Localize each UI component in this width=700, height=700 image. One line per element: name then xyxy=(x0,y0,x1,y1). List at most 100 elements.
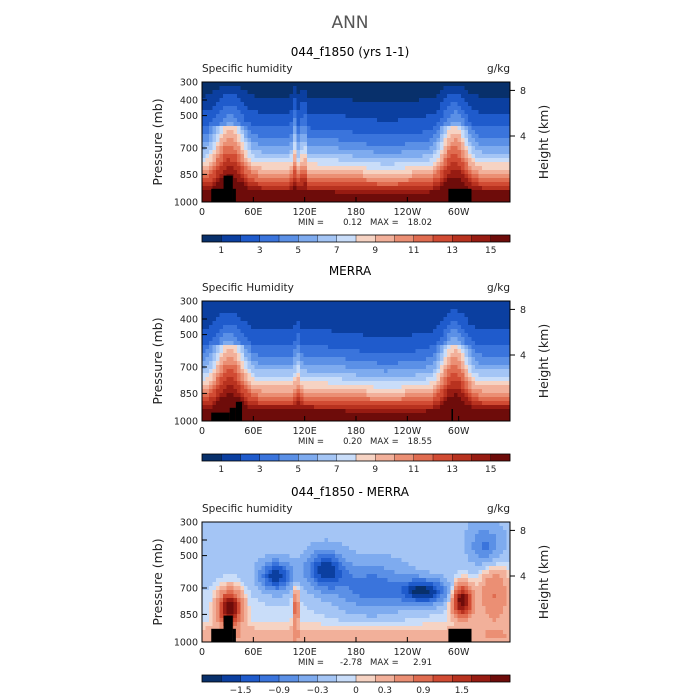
field-cell xyxy=(370,381,374,386)
field-cell xyxy=(419,90,423,95)
field-cell xyxy=(408,98,413,103)
field-cell xyxy=(300,345,304,350)
field-cell xyxy=(496,122,500,127)
field-cell xyxy=(398,102,402,107)
field-cell xyxy=(415,106,420,111)
field-cell xyxy=(251,146,255,151)
field-cell xyxy=(394,162,399,167)
field-cell xyxy=(499,130,504,135)
field-cell xyxy=(398,158,402,163)
field-cell xyxy=(443,357,448,362)
field-cell xyxy=(443,393,448,398)
field-cell xyxy=(471,166,476,171)
field-cell xyxy=(461,102,465,107)
field-cell xyxy=(377,369,381,374)
field-cell xyxy=(244,309,248,314)
units-label: g/kg xyxy=(487,282,510,294)
field-cell xyxy=(415,162,420,167)
field-cell xyxy=(293,186,297,191)
field-cell xyxy=(233,393,238,398)
field-cell xyxy=(377,321,381,326)
field-cell xyxy=(363,361,367,366)
field-cell xyxy=(265,301,269,306)
field-cell xyxy=(443,82,448,87)
field-cell xyxy=(205,82,210,87)
field-cell xyxy=(226,130,231,135)
field-cell xyxy=(300,377,304,382)
field-cell xyxy=(426,333,430,338)
field-cell xyxy=(300,114,304,119)
field-cell xyxy=(272,106,276,111)
field-cell xyxy=(296,130,301,135)
field-cell xyxy=(419,114,423,119)
field-cell xyxy=(405,90,409,95)
field-cell xyxy=(293,373,297,378)
field-cell xyxy=(429,130,434,135)
field-cell xyxy=(282,381,287,386)
field-cell xyxy=(202,170,206,175)
field-cell xyxy=(282,146,287,151)
field-cell xyxy=(331,337,336,342)
field-cell xyxy=(321,333,325,338)
field-cell xyxy=(349,150,353,155)
field-cell xyxy=(447,317,451,322)
field-cell xyxy=(342,361,346,366)
field-cell xyxy=(282,393,287,398)
field-cell xyxy=(349,385,353,390)
field-cell xyxy=(482,114,486,119)
field-cell xyxy=(429,126,434,131)
field-cell xyxy=(454,333,458,338)
field-cell xyxy=(471,305,476,310)
field-cell xyxy=(205,377,210,382)
field-cell xyxy=(335,401,339,406)
field-cell xyxy=(247,309,252,314)
field-cell xyxy=(279,349,283,354)
field-cell xyxy=(464,106,469,111)
field-cell xyxy=(226,325,231,330)
field-cell xyxy=(307,365,311,370)
field-cell xyxy=(377,393,381,398)
field-cell xyxy=(377,337,381,342)
field-cell xyxy=(233,337,238,342)
field-cell xyxy=(293,150,297,155)
field-cell xyxy=(265,325,269,330)
field-cell xyxy=(251,178,255,183)
field-cell xyxy=(419,317,423,322)
field-cell xyxy=(373,321,378,326)
field-cell xyxy=(457,106,462,111)
field-cell xyxy=(370,194,374,199)
field-cell xyxy=(300,174,304,179)
field-cell xyxy=(209,198,213,203)
field-cell xyxy=(265,349,269,354)
field-cell xyxy=(384,138,388,143)
field-cell xyxy=(485,329,490,334)
field-cell xyxy=(216,385,220,390)
field-cell xyxy=(293,158,297,163)
field-cell xyxy=(261,182,266,187)
field-cell xyxy=(440,381,444,386)
field-cell xyxy=(268,170,273,175)
field-cell xyxy=(359,126,364,131)
field-cell xyxy=(247,110,252,115)
field-cell xyxy=(307,309,311,314)
field-cell xyxy=(482,134,486,139)
field-cell xyxy=(226,114,231,119)
field-cell xyxy=(419,174,423,179)
field-cell xyxy=(412,110,416,115)
field-cell xyxy=(377,122,381,127)
field-cell xyxy=(391,166,395,171)
field-cell xyxy=(373,134,378,139)
field-cell xyxy=(244,369,248,374)
field-cell xyxy=(296,106,301,111)
field-cell xyxy=(335,174,339,179)
field-cell xyxy=(286,301,290,306)
field-cell xyxy=(314,309,318,314)
field-cell xyxy=(489,337,493,342)
field-cell xyxy=(356,174,360,179)
field-cell xyxy=(492,82,497,87)
field-cell xyxy=(401,134,406,139)
field-cell xyxy=(443,333,448,338)
field-cell xyxy=(492,305,497,310)
field-cell xyxy=(408,309,413,314)
field-cell xyxy=(503,158,507,163)
